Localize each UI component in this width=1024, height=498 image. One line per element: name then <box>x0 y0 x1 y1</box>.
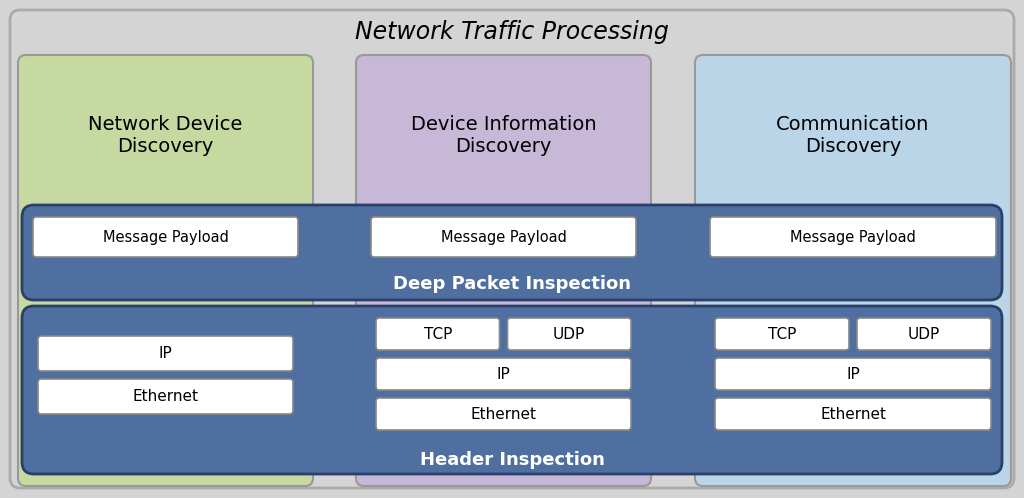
FancyBboxPatch shape <box>371 217 636 257</box>
Text: Network Device
Discovery: Network Device Discovery <box>88 115 243 155</box>
FancyBboxPatch shape <box>10 10 1014 488</box>
Text: TCP: TCP <box>768 327 797 342</box>
Text: UDP: UDP <box>908 327 940 342</box>
Text: IP: IP <box>159 346 172 361</box>
Text: Ethernet: Ethernet <box>820 406 886 421</box>
Text: TCP: TCP <box>424 327 452 342</box>
FancyBboxPatch shape <box>376 398 631 430</box>
FancyBboxPatch shape <box>508 318 631 350</box>
FancyBboxPatch shape <box>695 55 1011 486</box>
FancyBboxPatch shape <box>715 318 849 350</box>
Text: IP: IP <box>497 367 510 381</box>
FancyBboxPatch shape <box>38 379 293 414</box>
Text: Ethernet: Ethernet <box>470 406 537 421</box>
Text: Network Traffic Processing: Network Traffic Processing <box>355 20 669 44</box>
Text: IP: IP <box>846 367 860 381</box>
FancyBboxPatch shape <box>376 358 631 390</box>
Text: Message Payload: Message Payload <box>102 230 228 245</box>
Text: Device Information
Discovery: Device Information Discovery <box>411 115 596 155</box>
FancyBboxPatch shape <box>22 205 1002 300</box>
Text: UDP: UDP <box>553 327 586 342</box>
Text: Message Payload: Message Payload <box>440 230 566 245</box>
FancyBboxPatch shape <box>857 318 991 350</box>
Text: Communication
Discovery: Communication Discovery <box>776 115 930 155</box>
Text: Ethernet: Ethernet <box>132 389 199 404</box>
FancyBboxPatch shape <box>376 318 500 350</box>
FancyBboxPatch shape <box>710 217 996 257</box>
FancyBboxPatch shape <box>38 336 293 371</box>
FancyBboxPatch shape <box>22 306 1002 474</box>
FancyBboxPatch shape <box>715 358 991 390</box>
Text: Header Inspection: Header Inspection <box>420 451 604 469</box>
Text: Message Payload: Message Payload <box>791 230 915 245</box>
FancyBboxPatch shape <box>18 55 313 486</box>
FancyBboxPatch shape <box>33 217 298 257</box>
Text: Deep Packet Inspection: Deep Packet Inspection <box>393 275 631 293</box>
FancyBboxPatch shape <box>356 55 651 486</box>
FancyBboxPatch shape <box>715 398 991 430</box>
